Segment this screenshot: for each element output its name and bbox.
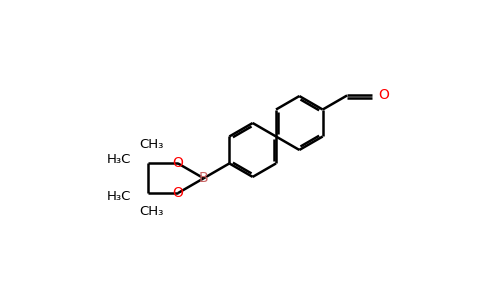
Text: O: O	[173, 186, 183, 200]
Text: B: B	[199, 171, 209, 185]
Text: H₃C: H₃C	[107, 190, 131, 203]
Text: CH₃: CH₃	[139, 206, 164, 218]
Text: O: O	[173, 156, 183, 170]
Text: O: O	[378, 88, 389, 103]
Text: CH₃: CH₃	[139, 138, 164, 151]
Text: H₃C: H₃C	[107, 153, 131, 166]
